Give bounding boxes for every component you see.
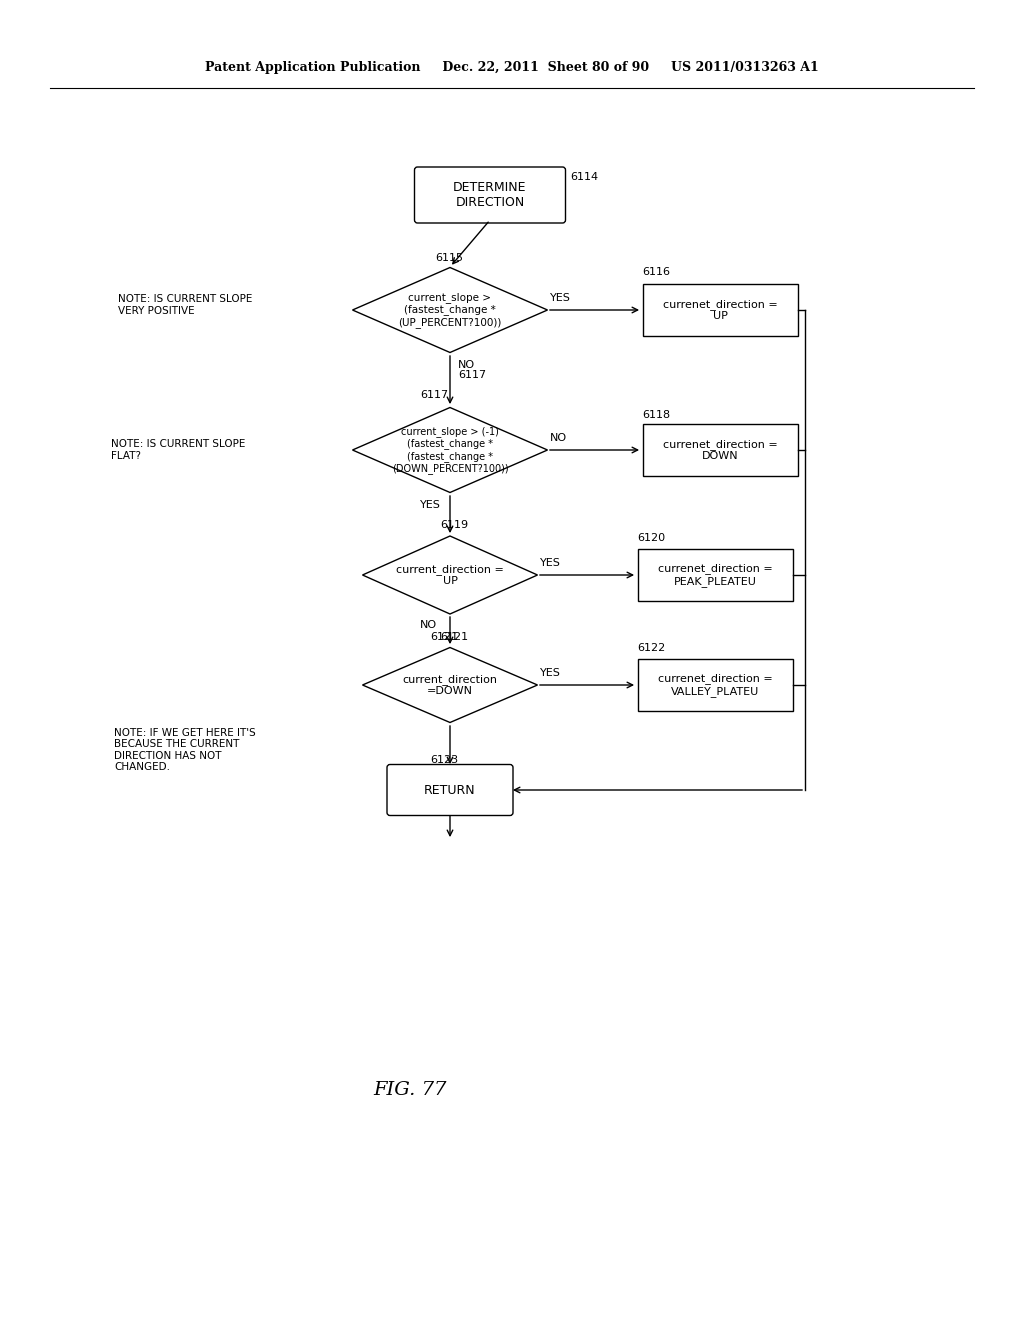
Polygon shape <box>362 648 538 722</box>
FancyBboxPatch shape <box>387 764 513 816</box>
Text: 6117: 6117 <box>458 370 486 380</box>
Text: YES: YES <box>540 558 561 568</box>
Text: current_slope >
(fastest_change *
(UP_PERCENT?100)): current_slope > (fastest_change * (UP_PE… <box>398 292 502 327</box>
Text: YES: YES <box>540 668 561 678</box>
Text: NOTE: IF WE GET HERE IT'S
BECAUSE THE CURRENT
DIRECTION HAS NOT
CHANGED.: NOTE: IF WE GET HERE IT'S BECAUSE THE CU… <box>114 727 256 772</box>
Text: NO: NO <box>550 433 567 444</box>
Bar <box>638 659 793 711</box>
Text: 6114: 6114 <box>570 172 598 182</box>
Polygon shape <box>362 536 538 614</box>
Text: 6117: 6117 <box>420 389 449 400</box>
Text: current_slope > (-1)
(fastest_change *
(fastest_change *
(DOWN_PERCENT?100)): current_slope > (-1) (fastest_change * (… <box>392 426 508 474</box>
Text: FIG. 77: FIG. 77 <box>374 1081 446 1100</box>
Text: current_direction
=DOWN: current_direction =DOWN <box>402 673 498 696</box>
Bar <box>642 284 798 337</box>
Text: NO: NO <box>458 360 475 370</box>
Text: Patent Application Publication     Dec. 22, 2011  Sheet 80 of 90     US 2011/031: Patent Application Publication Dec. 22, … <box>205 62 819 74</box>
Text: 6120: 6120 <box>637 533 666 543</box>
Text: YES: YES <box>550 293 570 304</box>
Polygon shape <box>352 268 548 352</box>
Text: current_direction =
UP: current_direction = UP <box>396 564 504 586</box>
Text: currenet_direction =
VALLEY_PLATEU: currenet_direction = VALLEY_PLATEU <box>657 673 772 697</box>
Text: 6118: 6118 <box>642 411 670 420</box>
Text: NOTE: IS CURRENT SLOPE
VERY POSITIVE: NOTE: IS CURRENT SLOPE VERY POSITIVE <box>118 294 252 315</box>
Text: 6123: 6123 <box>430 755 458 766</box>
Text: 6122: 6122 <box>637 643 666 653</box>
Text: NO: NO <box>420 620 437 630</box>
Text: 6119: 6119 <box>440 520 468 531</box>
FancyBboxPatch shape <box>415 168 565 223</box>
Text: currenet_direction =
PEAK_PLEATEU: currenet_direction = PEAK_PLEATEU <box>657 564 772 586</box>
Bar <box>638 549 793 601</box>
Text: RETURN: RETURN <box>424 784 476 796</box>
Text: NOTE: IS CURRENT SLOPE
FLAT?: NOTE: IS CURRENT SLOPE FLAT? <box>111 440 245 461</box>
Text: currenet_direction =
DOWN: currenet_direction = DOWN <box>663 438 777 461</box>
Text: DETERMINE
DIRECTION: DETERMINE DIRECTION <box>454 181 526 209</box>
Text: 6116: 6116 <box>642 267 670 277</box>
Text: YES: YES <box>420 500 441 510</box>
Text: 6121: 6121 <box>430 632 458 642</box>
Text: 6115: 6115 <box>435 253 463 263</box>
Text: currenet_direction =
UP: currenet_direction = UP <box>663 298 777 321</box>
Polygon shape <box>352 408 548 492</box>
Bar <box>642 424 798 477</box>
Text: 6121: 6121 <box>440 632 468 642</box>
